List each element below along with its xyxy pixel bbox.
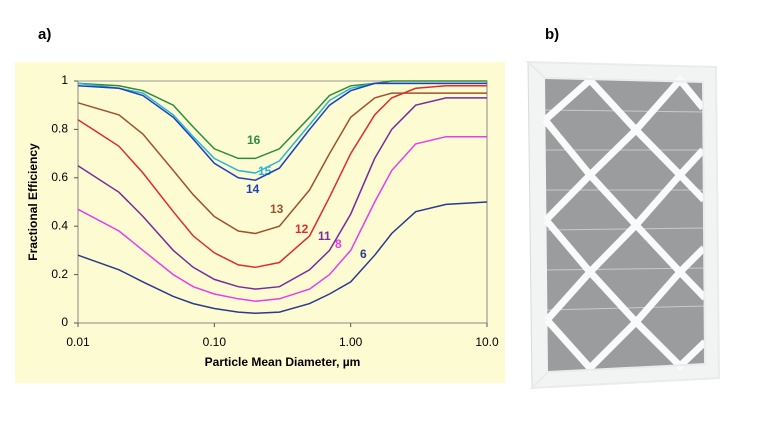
series-line <box>77 135 487 302</box>
series-label: 12 <box>295 222 309 236</box>
panel-label: b) <box>545 26 559 43</box>
panel-label: a) <box>38 26 51 43</box>
series-label: 13 <box>270 202 284 216</box>
y-tick-label: 0.4 <box>51 218 68 232</box>
x-tick-label: 10.0 <box>475 335 499 349</box>
series-line <box>77 82 487 181</box>
series-line <box>77 201 488 315</box>
series-line <box>77 97 487 290</box>
y-tick-label: 0.2 <box>51 267 68 281</box>
y-tick-label: 0.6 <box>51 170 68 184</box>
series-line <box>77 80 487 160</box>
series-label: 16 <box>247 133 261 147</box>
series-line <box>77 92 487 235</box>
filter-photo <box>525 60 721 390</box>
x-axis-label: Particle Mean Diameter, µm <box>205 355 361 369</box>
series-label: 11 <box>318 229 331 243</box>
series-label: 6 <box>360 247 367 261</box>
x-tick-label: 0.10 <box>203 335 227 349</box>
y-axis-label: Fractional Efficiency <box>26 143 40 261</box>
y-tick-label: 0 <box>61 315 68 329</box>
chart-background <box>15 62 505 383</box>
series-label: 15 <box>258 164 272 178</box>
series-line <box>77 85 487 269</box>
y-tick-label: 1 <box>61 73 68 87</box>
y-tick-label: 0.8 <box>51 122 68 136</box>
series-label: 14 <box>246 182 260 196</box>
x-tick-label: 0.01 <box>66 335 90 349</box>
series-label: 8 <box>335 237 342 251</box>
x-tick-label: 1.00 <box>339 335 363 349</box>
